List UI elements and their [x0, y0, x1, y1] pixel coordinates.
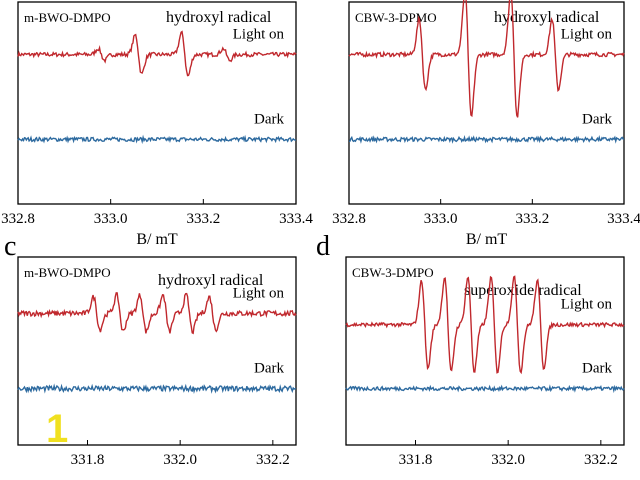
radical-label-1: hydroxyl radical	[494, 9, 600, 26]
dark-label-3: Dark	[582, 361, 612, 377]
dark-trace-1	[348, 134, 625, 144]
x-axis-label-1: B/ mT	[466, 231, 508, 248]
light-on-trace-0	[17, 30, 297, 77]
light-on-trace-1	[348, 0, 625, 118]
plot-frame-0	[17, 1, 297, 205]
light-on-label-1: Light on	[561, 27, 613, 43]
light-on-trace-2	[17, 292, 297, 335]
x-tick-label-1-3: 333.4	[607, 211, 640, 227]
x-axis-label-0: B/ mT	[136, 231, 178, 248]
x-tick-label-1-1: 333.0	[424, 211, 458, 227]
number-badge: 1	[46, 407, 68, 451]
sample-label-3: CBW-3-DMPO	[352, 265, 434, 280]
panel-letter-3: d	[316, 231, 330, 262]
x-tick-label-0-0: 332.8	[1, 211, 35, 227]
x-tick-label-1-2: 333.2	[515, 211, 549, 227]
dark-label-1: Dark	[582, 111, 612, 127]
plot-frame-3	[345, 256, 625, 446]
x-tick-label-1-0: 332.8	[332, 211, 366, 227]
light-on-label-3: Light on	[561, 297, 613, 313]
x-tick-label-0-3: 333.4	[279, 211, 313, 227]
dark-trace-3	[345, 384, 625, 394]
dark-label-2: Dark	[254, 361, 284, 377]
sample-label-0: m-BWO-DMPO	[24, 10, 111, 25]
dark-trace-0	[17, 134, 297, 145]
x-tick-label-0-1: 333.0	[94, 211, 128, 227]
sample-label-1: CBW-3-DPMO	[355, 10, 437, 25]
light-on-label-2: Light on	[233, 285, 285, 301]
x-tick-label-2-1: 332.0	[163, 452, 197, 468]
plot-frame-1	[348, 1, 625, 205]
dark-trace-2	[17, 383, 297, 394]
sample-label-2: m-BWO-DMPO	[24, 265, 111, 280]
x-tick-label-3-1: 332.0	[491, 452, 525, 468]
x-tick-label-3-2: 332.2	[584, 452, 618, 468]
x-tick-label-3-0: 331.8	[399, 452, 433, 468]
radical-label-2: hydroxyl radical	[158, 272, 264, 289]
x-tick-label-2-2: 332.2	[256, 452, 290, 468]
plot-frame-2	[17, 256, 297, 446]
dark-label-0: Dark	[254, 111, 284, 127]
radical-label-0: hydroxyl radical	[166, 9, 272, 26]
x-tick-label-0-2: 333.2	[186, 211, 220, 227]
light-on-label-0: Light on	[233, 27, 285, 43]
panel-letter-2: c	[4, 231, 16, 262]
x-tick-label-2-0: 331.8	[71, 452, 105, 468]
light-on-trace-3	[345, 275, 625, 375]
